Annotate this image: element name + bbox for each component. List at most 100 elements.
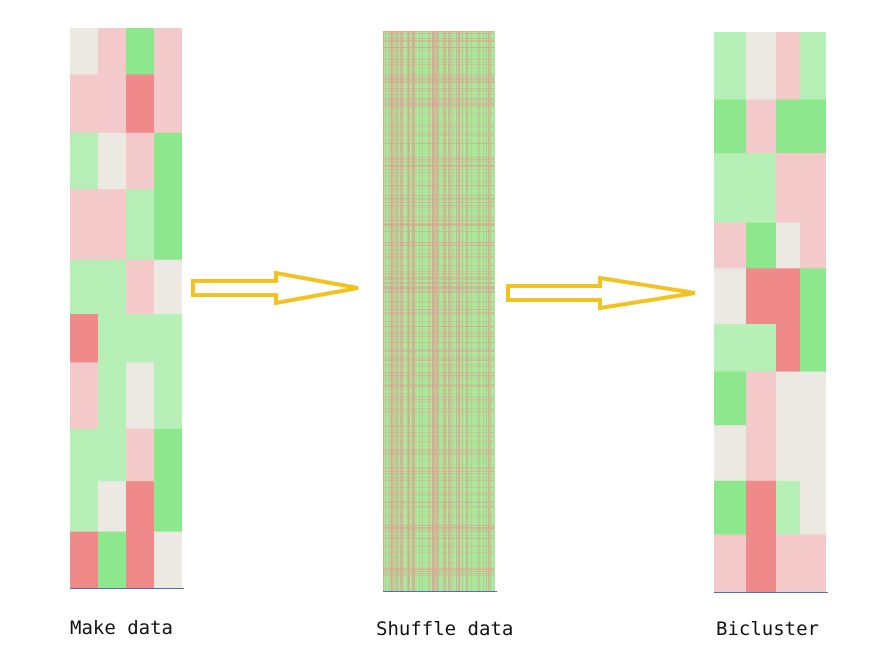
shuffle-background	[383, 31, 495, 591]
shuffle-stripe	[383, 102, 495, 103]
shuffle-stripe	[438, 31, 439, 591]
shuffle-stripe	[383, 386, 495, 387]
shuffle-stripe	[383, 342, 495, 343]
shuffle-stripe	[383, 202, 495, 203]
shuffle-stripe	[383, 360, 495, 361]
shuffle-stripe	[462, 31, 463, 591]
shuffle-stripe	[435, 31, 436, 591]
shuffle-stripe	[383, 546, 495, 547]
shuffle-stripe	[383, 571, 495, 572]
shuffle-stripe	[383, 375, 495, 376]
shuffle-stripe	[383, 377, 495, 378]
make-data-cell	[126, 132, 155, 190]
shuffle-stripe	[383, 195, 495, 196]
bicluster-cell	[776, 153, 801, 224]
bicluster-cell	[800, 268, 826, 325]
shuffle-stripe	[383, 385, 495, 386]
bicluster-cell	[776, 323, 801, 373]
make-data-cell	[154, 428, 182, 482]
make-data-cell	[98, 132, 127, 190]
shuffle-stripe	[383, 31, 495, 32]
bicluster-cell	[714, 425, 747, 482]
bicluster-cell	[746, 425, 777, 482]
shuffle-stripe	[397, 31, 398, 591]
shuffle-stripe	[383, 199, 495, 200]
shuffle-stripe	[383, 287, 495, 288]
shuffle-stripe	[408, 31, 409, 591]
shuffle-stripe	[383, 78, 495, 79]
shuffle-data-panel	[383, 31, 495, 591]
shuffle-stripe	[414, 31, 415, 591]
shuffle-stripe	[437, 31, 438, 591]
shuffle-stripe	[383, 538, 495, 539]
make-data-cell	[98, 531, 127, 588]
bicluster-cell	[746, 480, 777, 535]
shuffle-stripe	[383, 408, 495, 409]
shuffle-stripe	[383, 41, 495, 42]
shuffle-stripe	[383, 506, 495, 507]
bicluster-cell	[776, 425, 801, 482]
shuffle-stripe	[383, 161, 495, 162]
make-data-cell	[154, 28, 182, 75]
bicluster-heatmap	[714, 32, 826, 592]
make-data-cell	[70, 314, 99, 363]
shuffle-stripe	[428, 31, 429, 591]
shuffle-stripe	[383, 143, 495, 144]
bicluster-baseline	[714, 592, 828, 593]
shuffle-stripe	[383, 291, 495, 292]
shuffle-stripe	[383, 326, 495, 327]
shuffle-stripe	[383, 552, 495, 553]
shuffle-stripe	[383, 257, 495, 258]
shuffle-stripe	[383, 432, 495, 433]
make-data-cell	[98, 428, 127, 482]
make-data-cell	[126, 481, 155, 533]
shuffle-stripe	[383, 38, 495, 39]
make-data-heatmap	[70, 28, 182, 588]
shuffle-stripe	[383, 98, 495, 99]
shuffle-stripe	[383, 287, 495, 288]
shuffle-stripe	[383, 82, 495, 83]
shuffle-stripe	[383, 59, 495, 60]
shuffle-data-baseline	[383, 591, 497, 592]
shuffle-stripe	[383, 309, 495, 310]
shuffle-stripe	[383, 31, 384, 591]
shuffle-stripe	[477, 31, 478, 591]
make-data-cell	[154, 259, 182, 315]
bicluster-cell	[800, 153, 826, 224]
shuffle-stripe	[383, 217, 495, 218]
shuffle-stripe	[401, 31, 402, 591]
make-data-cell	[154, 189, 182, 261]
shuffle-stripe	[383, 477, 495, 478]
make-data-cell	[98, 259, 127, 315]
shuffle-stripe	[383, 126, 495, 127]
shuffle-stripe	[402, 31, 403, 591]
shuffle-stripe	[383, 81, 495, 82]
bicluster-cell	[714, 371, 747, 426]
shuffle-stripe	[383, 278, 495, 279]
shuffle-stripe	[383, 538, 495, 539]
shuffle-stripe	[489, 31, 490, 591]
shuffle-stripe	[383, 159, 495, 160]
shuffle-stripe	[383, 309, 495, 310]
shuffle-stripe	[383, 99, 495, 100]
shuffle-stripe	[383, 333, 495, 334]
bicluster-cell	[776, 480, 801, 535]
bicluster-caption: Bicluster	[716, 618, 819, 640]
make-data-cell	[70, 428, 99, 482]
shuffle-stripe	[422, 31, 423, 591]
shuffle-stripe	[383, 459, 495, 460]
shuffle-stripe	[383, 41, 495, 42]
make-data-cell	[154, 314, 182, 363]
shuffle-stripe	[383, 366, 495, 367]
shuffle-stripe	[383, 507, 495, 508]
shuffle-stripe	[383, 90, 495, 91]
make-data-caption: Make data	[70, 617, 173, 639]
make-data-cell	[154, 132, 182, 190]
bicluster-cell	[800, 32, 826, 101]
shuffle-stripe	[383, 207, 495, 208]
bicluster-panel	[714, 32, 826, 592]
shuffle-stripe	[383, 410, 495, 411]
shuffle-stripe	[383, 286, 495, 287]
arrow-right-icon	[506, 275, 696, 311]
shuffle-stripe	[383, 568, 495, 569]
